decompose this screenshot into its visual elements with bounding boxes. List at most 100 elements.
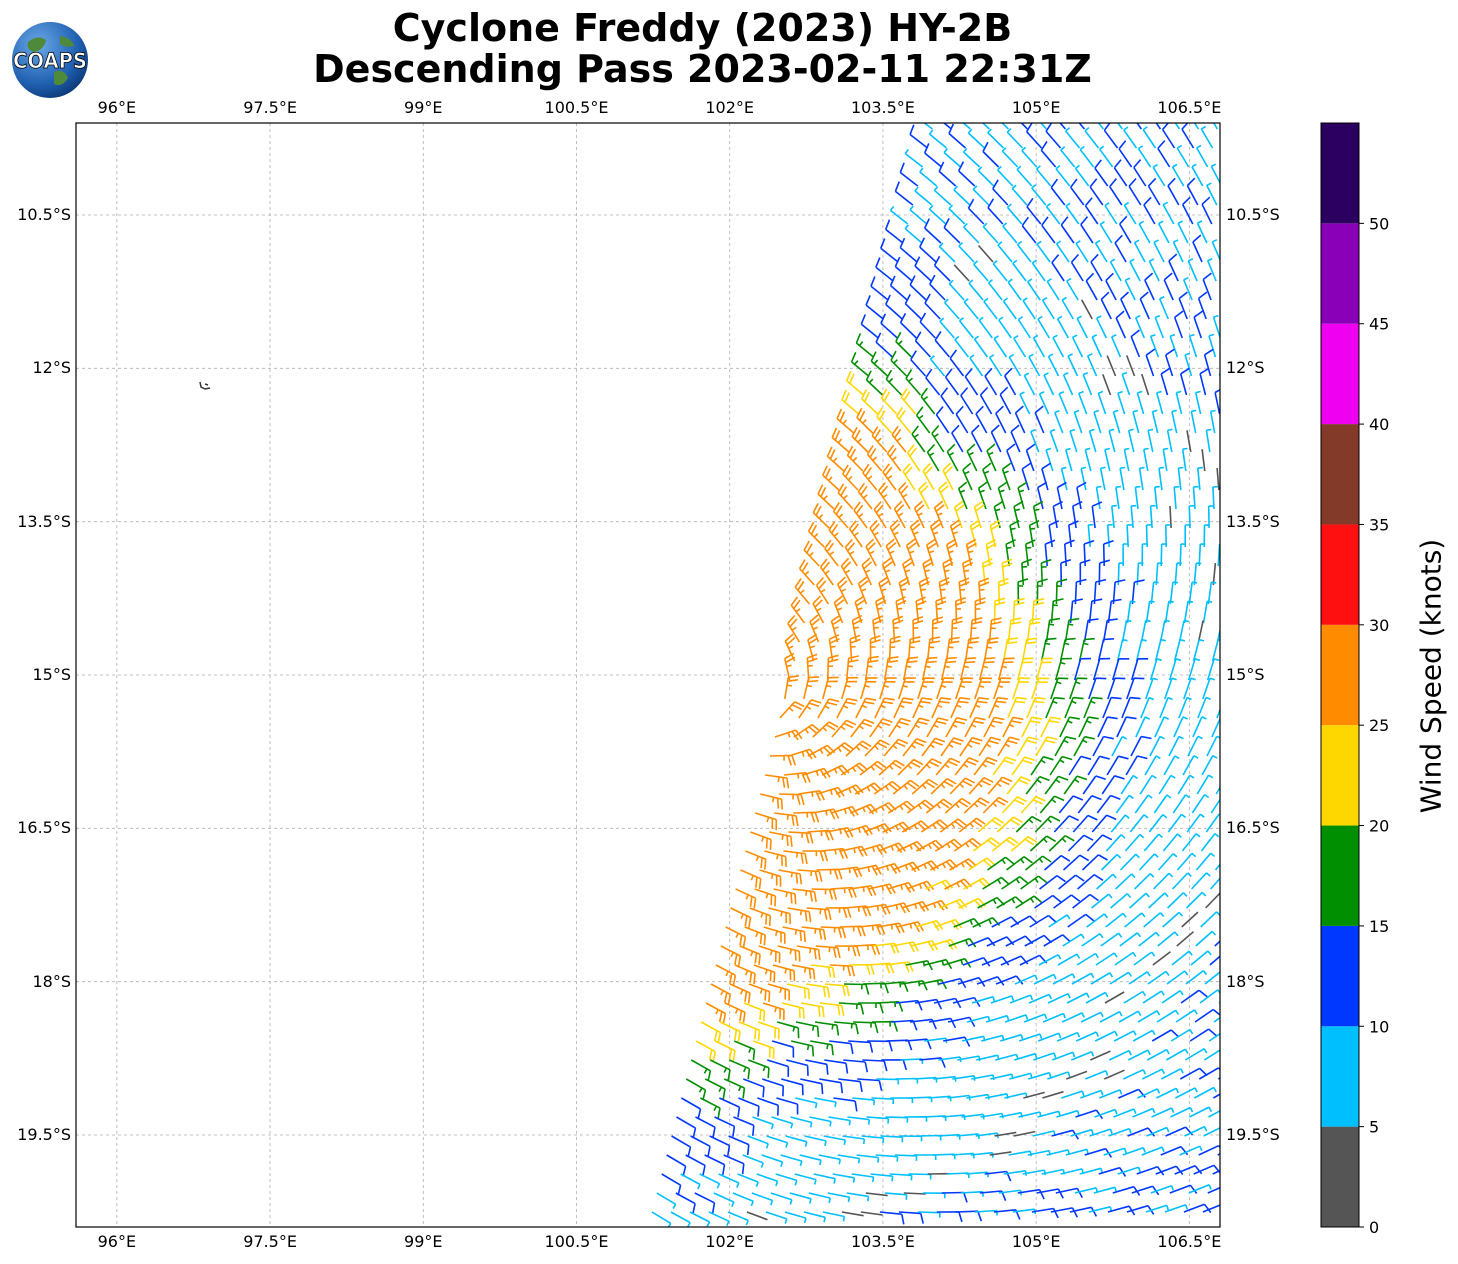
wind-barb: [1160, 1145, 1189, 1156]
wind-barb: [1046, 278, 1060, 301]
wind-barb: [1132, 409, 1140, 434]
wind-barb: [880, 313, 898, 339]
wind-barb: [953, 837, 982, 852]
wind-barb: [1045, 617, 1061, 643]
wind-barb: [1124, 912, 1146, 928]
wind-barb: [1106, 523, 1113, 548]
wind-barb: [875, 332, 893, 358]
wind-barb: [675, 1192, 696, 1214]
wind-barb: [1110, 814, 1130, 833]
wind-barb: [870, 351, 889, 377]
wind-barb: [846, 445, 864, 472]
wind-barb: [760, 793, 783, 810]
wind-barb: [1045, 202, 1061, 225]
wind-barb: [758, 945, 781, 964]
wind-barb: [1076, 315, 1089, 339]
wind-barb: [1037, 315, 1050, 339]
lat-tick-label-left: 16.5°S: [17, 818, 71, 838]
wind-barb: [1193, 310, 1204, 339]
wind-barb: [1097, 638, 1114, 662]
wind-barb: [1208, 1109, 1220, 1118]
wind-barb: [803, 1211, 826, 1223]
wind-barb: [1092, 657, 1111, 681]
wind-barb: [928, 1017, 957, 1029]
wind-barb: [1099, 1010, 1123, 1023]
wind-barb: [768, 907, 791, 925]
colorbar-segment: [1321, 424, 1359, 525]
wind-barb: [1052, 1051, 1076, 1061]
wind-barb: [1130, 658, 1149, 681]
wind-barb: [1189, 1106, 1213, 1118]
wind-barb: [926, 717, 949, 738]
wind-barb: [1040, 637, 1057, 662]
wind-barb: [1086, 913, 1109, 928]
wind-barb: [793, 811, 820, 823]
wind-barb: [1013, 500, 1024, 529]
wind-barb: [1158, 774, 1176, 795]
wind-barb: [720, 945, 742, 967]
wind-barb: [904, 294, 922, 320]
wind-barb: [885, 294, 903, 320]
wind-barb: [878, 759, 905, 776]
wind-barb: [833, 1097, 858, 1112]
wind-barb: [1080, 1089, 1104, 1099]
wind-barb: [1160, 1068, 1184, 1080]
lat-tick-label-left: 12°S: [32, 358, 71, 378]
wind-barb: [767, 1059, 790, 1077]
wind-barb: [1213, 1016, 1220, 1023]
wind-barb: [868, 883, 896, 895]
wind-barb: [1069, 677, 1088, 700]
wind-barb: [1172, 239, 1184, 263]
wind-barb: [1208, 333, 1217, 358]
wind-barb: [791, 964, 816, 980]
wind-barb: [809, 1116, 832, 1127]
wind-barb: [832, 1173, 856, 1183]
wind-barb: [744, 926, 766, 946]
lon-tick-label-bottom: 102°E: [705, 1232, 755, 1251]
wind-barb: [836, 697, 858, 719]
wind-barb: [785, 1135, 808, 1147]
wind-barb: [914, 186, 933, 206]
wind-barb: [960, 387, 974, 415]
wind-barb: [965, 538, 977, 567]
wind-barb: [987, 856, 1015, 871]
wind-barb: [1214, 863, 1220, 871]
wind-barb: [787, 907, 812, 923]
wind-barb: [1040, 140, 1057, 168]
wind-barb: [902, 737, 927, 757]
wind-barb: [1045, 696, 1065, 719]
wind-barb: [1178, 696, 1192, 719]
wind-barb: [1167, 813, 1186, 833]
wind-barb: [1009, 994, 1034, 1004]
wind-barb: [877, 922, 905, 934]
wind-barb: [914, 998, 943, 1010]
wind-barb: [889, 1173, 913, 1181]
wind-barb: [714, 1040, 736, 1062]
wind-barb: [1096, 873, 1117, 890]
wind-barb: [747, 1135, 769, 1149]
wind-barb: [1017, 316, 1031, 339]
wind-barb: [1124, 833, 1145, 852]
wind-barb: [1119, 853, 1140, 871]
wind-barb: [795, 1021, 820, 1037]
wind-barb: [847, 1116, 871, 1125]
wind-barb: [942, 462, 954, 491]
wind-barb: [915, 596, 927, 624]
wind-barb: [1197, 620, 1204, 643]
wind-barb: [1130, 735, 1152, 757]
wind-barb: [1143, 833, 1163, 852]
wind-barb: [1138, 220, 1151, 244]
wind-barb: [983, 716, 1005, 738]
wind-barb: [771, 1116, 794, 1129]
wind-barb: [786, 1059, 809, 1076]
wind-barb: [1056, 1031, 1081, 1042]
wind-barb: [1107, 677, 1126, 700]
wind-barb: [690, 1135, 711, 1157]
wind-barb: [821, 465, 840, 491]
wind-barb: [921, 737, 946, 757]
wind-barb: [1191, 163, 1204, 187]
wind-barb: [939, 818, 967, 833]
wind-barb: [1016, 240, 1032, 263]
colorbar-tick-label: 5: [1369, 1118, 1379, 1137]
wind-barb: [839, 925, 866, 937]
